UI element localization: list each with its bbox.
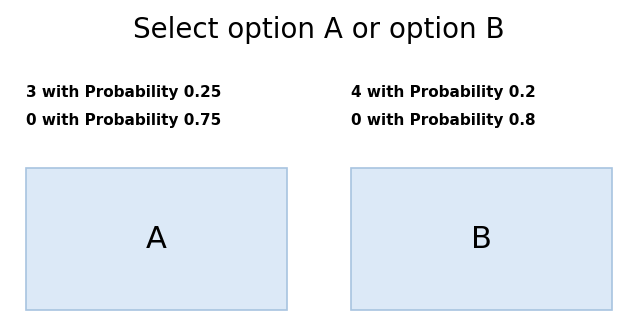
Text: 3 with Probability 0.25: 3 with Probability 0.25 <box>26 85 221 100</box>
Text: 0 with Probability 0.8: 0 with Probability 0.8 <box>351 113 535 128</box>
Text: 0 with Probability 0.75: 0 with Probability 0.75 <box>26 113 221 128</box>
Text: 4 with Probability 0.2: 4 with Probability 0.2 <box>351 85 536 100</box>
Bar <box>26 168 287 310</box>
Text: Select option A or option B: Select option A or option B <box>133 16 505 45</box>
Text: B: B <box>471 225 492 254</box>
Text: A: A <box>146 225 167 254</box>
Bar <box>351 168 612 310</box>
